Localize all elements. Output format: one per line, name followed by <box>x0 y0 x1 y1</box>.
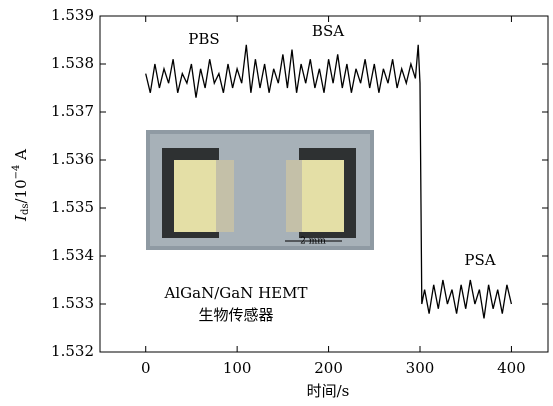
y-tick-label: 1.536 <box>51 150 94 168</box>
annotation: 生物传感器 <box>198 306 273 324</box>
inset-photo: 2 mm <box>146 130 374 250</box>
annotation: AlGaN/GaN HEMT <box>164 284 308 302</box>
annotation: PBS <box>188 30 219 48</box>
y-tick-label: 1.538 <box>51 54 94 72</box>
y-tick-label: 1.539 <box>51 6 94 24</box>
plot-frame <box>99 15 549 353</box>
y-tick-label: 1.532 <box>51 342 94 360</box>
x-tick-label: 100 <box>223 359 252 377</box>
y-tick-label: 1.534 <box>51 246 94 264</box>
x-axis-label: 时间/s <box>307 382 350 400</box>
x-tick-label: 200 <box>314 359 343 377</box>
x-tick-label: 0 <box>141 359 151 377</box>
y-axis-label: Ids/10−4 A <box>11 149 31 222</box>
annotation: BSA <box>312 22 344 40</box>
y-tick-label: 1.533 <box>51 294 94 312</box>
x-tick-label: 400 <box>497 359 526 377</box>
signal-line <box>145 44 513 319</box>
x-tick-label: 300 <box>406 359 435 377</box>
annotation: PSA <box>464 251 495 269</box>
y-tick-label: 1.535 <box>51 198 94 216</box>
y-tick-label: 1.537 <box>51 102 94 120</box>
inset-scale-label: 2 mm <box>300 237 326 247</box>
